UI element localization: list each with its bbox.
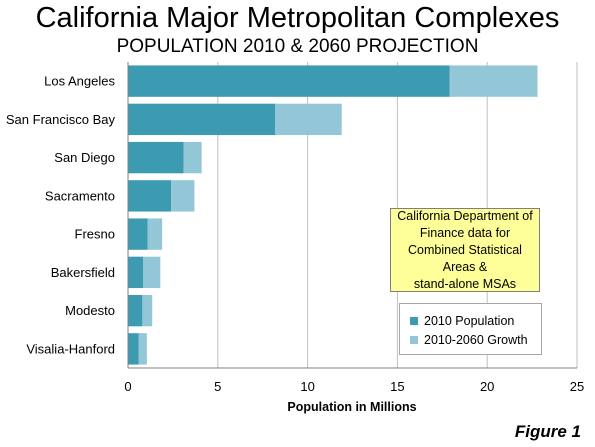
x-tick-label: 10: [300, 379, 314, 394]
x-tick-label: 5: [214, 379, 221, 394]
x-axis-label: Population in Millions: [287, 400, 416, 414]
bar-2010-population: [128, 256, 144, 289]
category-label: San Francisco Bay: [6, 112, 116, 127]
bar-2010-population: [128, 218, 148, 250]
bar-growth: [147, 218, 163, 250]
bars: [128, 65, 538, 365]
x-tick-labels: 0 5 10 15 20 25: [124, 379, 584, 394]
x-tick-label: 25: [570, 379, 584, 394]
bar-growth: [138, 333, 147, 365]
data-source-note: California Department of Finance data fo…: [390, 208, 540, 292]
bar-2010-population: [128, 333, 139, 365]
legend: 2010 Population 2010-2060 Growth: [399, 303, 542, 355]
x-tick-label: 20: [480, 379, 494, 394]
bar-2010-population: [128, 65, 450, 97]
bar-growth: [275, 103, 342, 136]
x-tick-label: 0: [124, 379, 131, 394]
category-label: Bakersfield: [51, 265, 115, 280]
category-label: Los Angeles: [44, 74, 115, 89]
figure-label: Figure 1: [514, 422, 581, 441]
bar-2010-population: [128, 180, 172, 212]
legend-swatch-base: [410, 317, 418, 325]
note-line: stand-alone MSAs: [413, 276, 517, 291]
bar-growth: [449, 65, 538, 97]
category-label: Sacramento: [45, 188, 115, 203]
category-label: Visalia-Hanford: [26, 341, 115, 356]
bar-2010-population: [128, 294, 143, 327]
category-label: Modesto: [65, 303, 115, 318]
legend-label: 2010 Population: [424, 314, 515, 328]
bar-growth: [142, 294, 153, 327]
note-line: Finance data for: [419, 225, 511, 240]
category-label: San Diego: [54, 150, 115, 165]
note-line: Combined Statistical Areas &: [408, 242, 522, 274]
chart-title: California Major Metropolitan Complexes: [35, 2, 560, 34]
legend-item-2010-population: 2010 Population: [410, 313, 514, 329]
legend-label: 2010-2060 Growth: [424, 333, 528, 347]
bar-growth: [171, 180, 195, 212]
bar-2010-population: [128, 141, 184, 174]
note-line: California Department of: [397, 208, 533, 223]
legend-swatch-growth: [410, 336, 418, 344]
legend-item-growth: 2010-2060 Growth: [410, 332, 528, 348]
bar-growth: [143, 256, 161, 289]
x-tick-label: 15: [390, 379, 404, 394]
category-labels: Los Angeles San Francisco Bay San Diego Sac…: [6, 74, 116, 357]
bar-2010-population: [128, 103, 276, 136]
chart-subtitle: POPULATION 2010 & 2060 PROJECTION: [116, 36, 479, 57]
bar-growth: [183, 141, 202, 174]
category-label: Fresno: [75, 227, 115, 242]
